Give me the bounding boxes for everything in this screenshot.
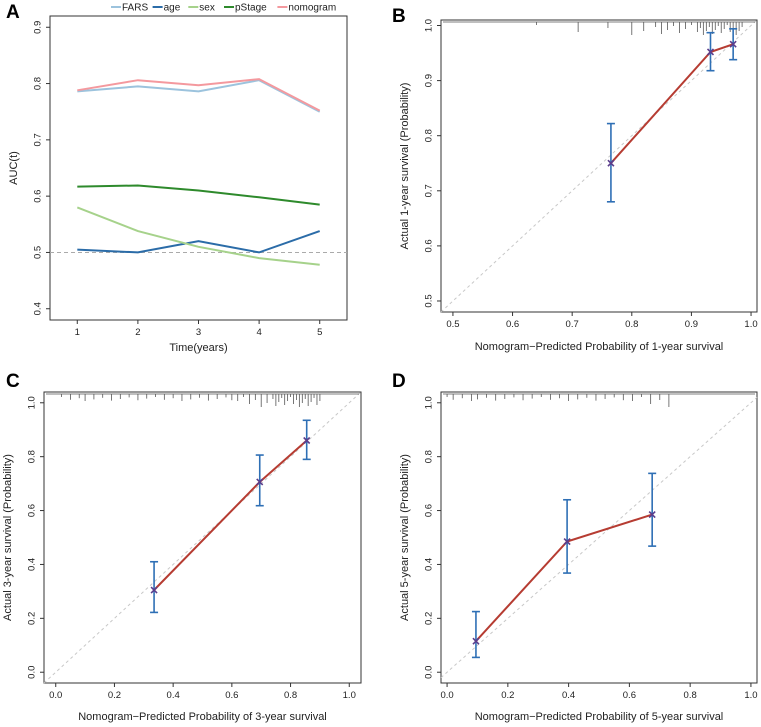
y-tick-label: 0.9 — [424, 74, 435, 87]
x-tick-label: 0.4 — [562, 690, 575, 701]
x-tick-label: 0.8 — [625, 319, 638, 330]
y-tick-label: 0.9 — [33, 21, 44, 34]
y-tick-label: 0.6 — [424, 239, 435, 252]
x-tick-label: 1.0 — [343, 690, 356, 701]
calibration-plot-3-year: 0.0 0.2 0.4 0.6 0.8 1.0 0.0 0.2 0.4 0.6 0.8 1.0 Nomo… — [2, 391, 362, 723]
series-line-nomogram — [77, 78, 321, 112]
plot-frame — [440, 19, 758, 313]
x-tick-label: 0.2 — [501, 690, 514, 701]
y-tick-label: 0.4 — [33, 302, 44, 315]
y-tick-label: 0.7 — [33, 133, 44, 146]
calibration-point-marker — [648, 511, 656, 519]
x-tick-label: 0.0 — [440, 690, 453, 701]
y-axis-label: Actual 5-year survival (Probability) — [399, 454, 411, 621]
plot-frame — [440, 391, 758, 684]
y-tick-label: 1.0 — [424, 19, 435, 32]
series-line-sex — [76, 206, 320, 266]
legend-label-sex: sex — [199, 3, 215, 14]
series-line-age — [77, 230, 321, 254]
y-tick-label: 1.0 — [27, 396, 38, 409]
calibration-plot-1-year: 0.5 0.6 0.7 0.8 0.9 1.0 0.5 0.6 0.7 0.8 0.9 1.0 Nomo… — [399, 19, 758, 353]
x-tick-label: 3 — [196, 327, 201, 338]
ideal-diagonal-line — [440, 19, 758, 313]
y-tick-label: 0.8 — [424, 450, 435, 463]
calibration-point-marker — [706, 48, 715, 56]
x-tick-label: 1.0 — [744, 319, 757, 330]
calibration-line — [610, 43, 734, 164]
y-axis-label: AUC(t) — [8, 151, 20, 185]
panel-label-c: C — [6, 371, 20, 392]
auc-line-chart: 1 2 3 4 5 0.4 0.5 0.6 0.7 0.8 0.9 Time(years) AUC(t)… — [8, 3, 348, 354]
x-tick-label: 0.6 — [225, 690, 238, 701]
y-tick-label: 0.4 — [27, 558, 38, 571]
y-axis-label: Actual 3-year survival (Probability) — [2, 454, 14, 621]
calibration-point-marker — [729, 40, 737, 48]
legend-label-pstage: pStage — [235, 3, 267, 14]
y-tick-label: 0.4 — [424, 558, 435, 571]
calibration-point-marker — [563, 537, 571, 546]
x-tick-label: 0.0 — [49, 690, 62, 701]
x-tick-label: 1 — [75, 327, 80, 338]
x-axis-label: Time(years) — [169, 342, 227, 354]
y-tick-label: 0.5 — [424, 294, 435, 307]
x-tick-label: 4 — [256, 327, 261, 338]
y-axis-label: Actual 1-year survival (Probability) — [399, 83, 411, 250]
plot-frame — [43, 391, 362, 684]
y-tick-label: 0.0 — [27, 666, 38, 679]
x-tick-label: 0.6 — [623, 690, 636, 701]
legend-label-fars: FARS — [122, 3, 148, 14]
x-tick-label: 0.4 — [167, 690, 180, 701]
y-tick-label: 0.8 — [33, 77, 44, 90]
x-tick-label: 0.8 — [684, 690, 697, 701]
y-tick-label: 0.6 — [33, 190, 44, 203]
y-tick-label: 0.8 — [424, 129, 435, 142]
calibration-point-marker — [303, 436, 311, 445]
calibration-point-marker — [150, 586, 158, 594]
calibration-point-marker — [256, 478, 264, 486]
panel-label-a: A — [6, 2, 20, 23]
panel-label-d: D — [392, 371, 406, 392]
calibration-plot-5-year: 0.0 0.2 0.4 0.6 0.8 1.0 0.0 0.2 0.4 0.6 0.8 1.0 Nomo… — [399, 391, 758, 723]
x-axis-label: Nomogram−Predicted Probability of 5-year… — [475, 711, 724, 723]
x-tick-label: 0.8 — [284, 690, 297, 701]
calibration-line — [475, 513, 653, 642]
y-tick-label: 0.6 — [424, 504, 435, 517]
x-tick-label: 5 — [317, 327, 322, 338]
x-axis-label: Nomogram−Predicted Probability of 3-year… — [78, 711, 327, 723]
calibration-point-marker — [472, 637, 480, 645]
y-tick-label: 0.0 — [424, 666, 435, 679]
calibration-point-marker — [607, 159, 615, 167]
x-tick-label: 0.9 — [685, 319, 698, 330]
ideal-diagonal-line — [43, 391, 362, 684]
x-tick-label: 0.2 — [108, 690, 121, 701]
y-tick-label: 1.0 — [424, 396, 435, 409]
x-tick-label: 0.7 — [566, 319, 579, 330]
x-tick-label: 0.6 — [506, 319, 519, 330]
y-tick-label: 0.2 — [424, 612, 435, 625]
panel-label-b: B — [392, 6, 406, 27]
legend-label-nomogram: nomogram — [288, 3, 336, 14]
y-tick-label: 0.5 — [33, 246, 44, 259]
ideal-diagonal-line — [440, 397, 758, 678]
series-line-pstage — [77, 184, 320, 206]
y-tick-label: 0.7 — [424, 184, 435, 197]
x-axis-label: Nomogram−Predicted Probability of 1-year… — [475, 341, 724, 353]
x-tick-label: 2 — [135, 327, 140, 338]
plot-frame — [49, 15, 348, 321]
x-tick-label: 0.5 — [446, 319, 459, 330]
y-tick-label: 0.2 — [27, 612, 38, 625]
legend-label-age: age — [164, 3, 181, 14]
y-tick-label: 0.8 — [27, 450, 38, 463]
y-tick-label: 0.6 — [27, 504, 38, 517]
x-tick-label: 1.0 — [744, 690, 757, 701]
